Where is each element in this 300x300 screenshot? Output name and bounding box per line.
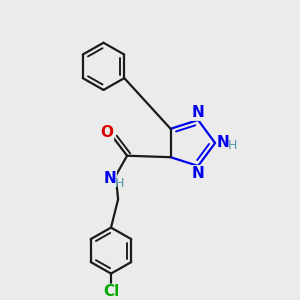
Text: N: N: [217, 136, 230, 151]
Text: O: O: [100, 124, 113, 140]
Text: Cl: Cl: [103, 284, 119, 299]
Text: N: N: [103, 171, 116, 186]
Text: N: N: [192, 105, 205, 120]
Text: H: H: [228, 139, 237, 152]
Text: H: H: [115, 177, 124, 190]
Text: N: N: [192, 166, 205, 181]
